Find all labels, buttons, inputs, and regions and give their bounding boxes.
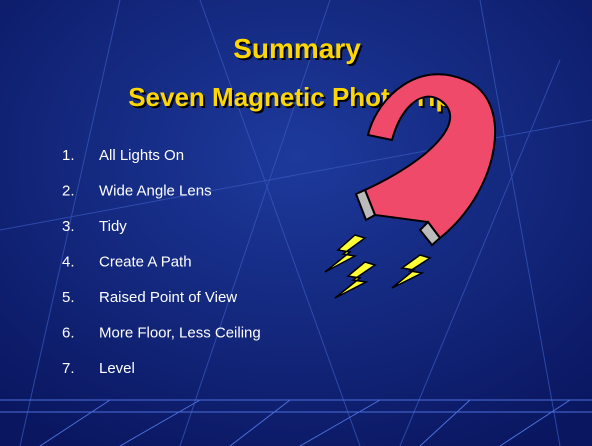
item-number: 3. [62,218,75,235]
item-text: Wide Angle Lens [99,183,212,200]
item-number: 2. [62,183,75,200]
item-text: Level [99,360,135,377]
background [0,0,592,446]
item-number: 4. [62,254,75,271]
item-number: 7. [62,360,75,377]
item-text: Raised Point of View [99,289,237,306]
page: Summary Summary Seven Magnetic Photo Tip… [0,0,592,446]
item-text: All Lights On [99,147,184,164]
item-number: 6. [62,325,75,342]
item-text: More Floor, Less Ceiling [99,325,261,342]
item-number: 5. [62,289,75,306]
slide: Summary Summary Seven Magnetic Photo Tip… [0,0,592,446]
item-text: Tidy [99,218,127,235]
item-text: Create A Path [99,254,192,271]
title: Summary [233,33,361,64]
item-number: 1. [62,147,75,164]
